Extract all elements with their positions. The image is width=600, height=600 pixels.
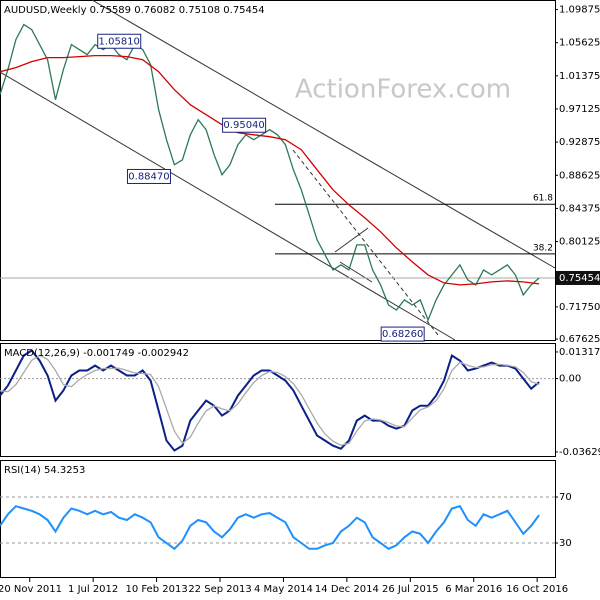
- annotation-label: 0.95040: [223, 120, 264, 131]
- fib-label: 61.8: [533, 194, 553, 204]
- y-tick-label: 0.88625: [559, 170, 600, 181]
- y-tick-label: 0.84375: [559, 203, 600, 214]
- rsi-panel-frame: [0, 460, 556, 578]
- series-line: [0, 349, 540, 452]
- trend-lines: [0, 0, 556, 341]
- annotation-label: 0.68260: [382, 329, 423, 340]
- fib-label: 38.2: [533, 243, 553, 253]
- y-tick-label: 0.80125: [559, 237, 600, 248]
- annotation-box: [222, 117, 267, 133]
- panel-title: RSI(14) 54.3253: [4, 465, 85, 476]
- y-tick-label: 30: [559, 538, 572, 549]
- x-tick-label: 22 Sep 2013: [188, 584, 251, 595]
- series-line: [0, 505, 540, 551]
- current-price-box: [556, 270, 600, 285]
- y-tick-label: 1.09875: [559, 5, 600, 16]
- watermark: ActionForex.com: [295, 75, 511, 105]
- price-panel-frame: [0, 0, 556, 341]
- y-tick-label: 0.00: [559, 374, 581, 385]
- y-tick-label: 0.71750: [559, 302, 600, 313]
- x-tick-label: 14 Dec 2014: [315, 584, 379, 595]
- x-tick-label: 10 Feb 2013: [125, 584, 187, 595]
- panel-title: AUDUSD,Weekly 0.75589 0.76082 0.75108 0.…: [4, 5, 265, 16]
- x-tick-label: 4 May 2014: [254, 584, 313, 595]
- triangle-line: [339, 261, 373, 283]
- y-tick-label: 0.92875: [559, 137, 600, 148]
- x-tick-label: 16 Oct 2016: [506, 584, 568, 595]
- annotation-box: [126, 168, 171, 184]
- panel-title: MACD(12,26,9) -0.001749 -0.002942: [4, 348, 189, 359]
- y-tick-label: 0.013175: [559, 347, 600, 358]
- y-tick-label: 0.97125: [559, 104, 600, 115]
- x-tick-label: 6 Mar 2016: [445, 584, 502, 595]
- annotation-label: 0.88470: [128, 171, 169, 182]
- annotation-label: 1.05810: [99, 36, 140, 47]
- series-line: [0, 23, 540, 322]
- series-line: [0, 54, 540, 286]
- annotation-box: [380, 326, 425, 342]
- macd-panel-frame: [0, 343, 556, 457]
- x-tick-label: 20 Nov 2011: [0, 584, 62, 595]
- annotation-box: [97, 33, 142, 49]
- x-tick-label: 26 Jul 2015: [382, 584, 439, 595]
- series-line: [0, 354, 540, 446]
- x-tick-label: 1 Jul 2012: [68, 584, 118, 595]
- y-tick-label: 1.05625: [559, 38, 600, 49]
- current-price-label: 0.75454: [559, 273, 600, 284]
- y-tick-label: 1.01375: [559, 71, 600, 82]
- y-tick-label: -0.036292: [559, 447, 600, 458]
- y-tick-label: 70: [559, 492, 572, 503]
- triangle-line: [334, 227, 369, 253]
- upper-channel-line: [91, 0, 556, 269]
- lower-channel-line: [0, 71, 456, 341]
- y-tick-label: 0.67625: [559, 334, 600, 345]
